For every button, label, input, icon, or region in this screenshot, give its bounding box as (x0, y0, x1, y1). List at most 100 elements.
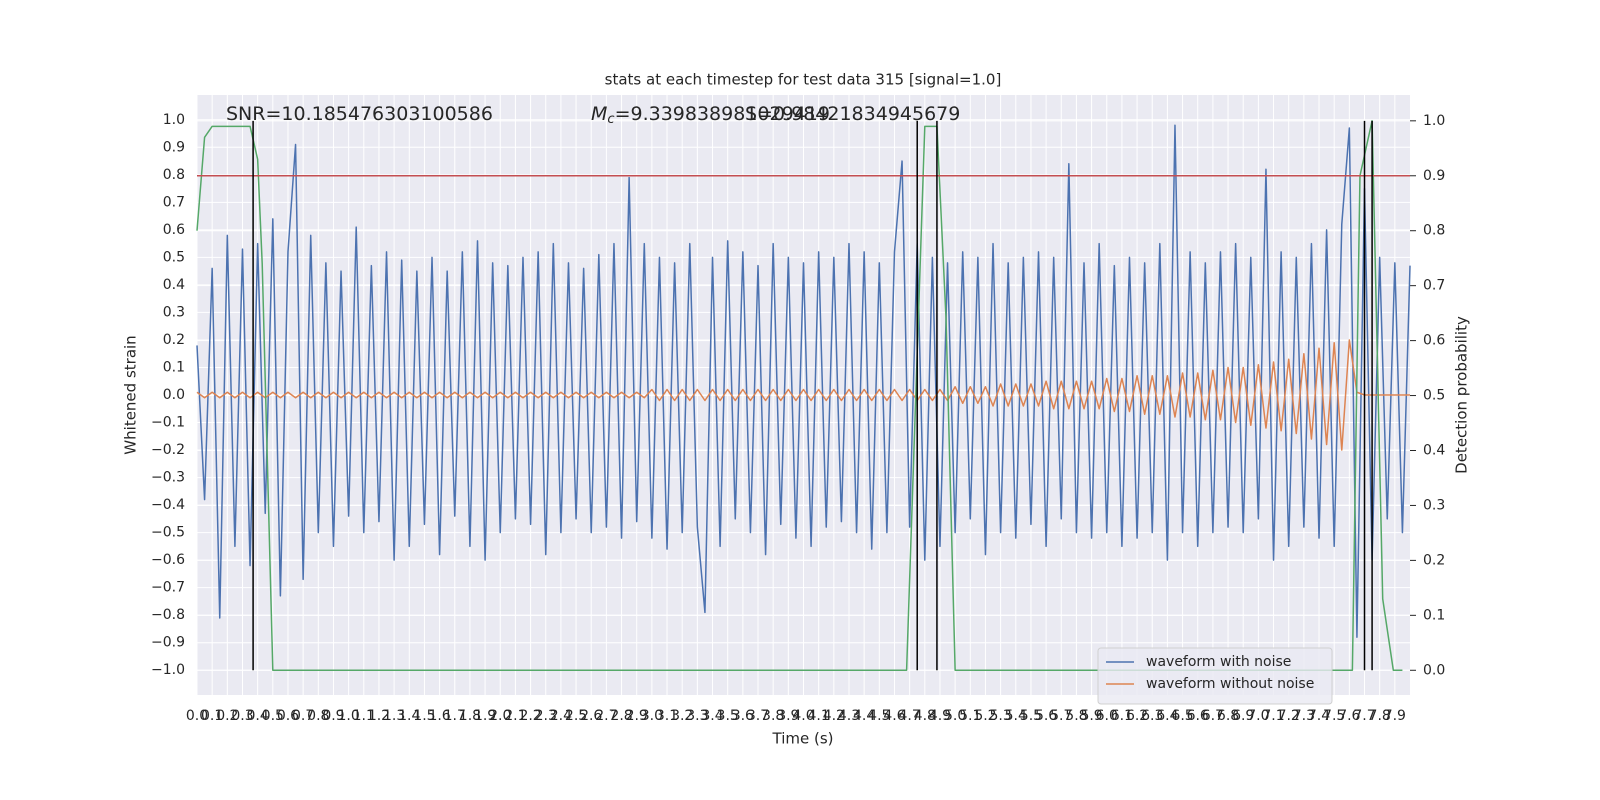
y-tick-label: 0.9 (163, 139, 185, 155)
x-tick-label: 2.9 (626, 708, 648, 724)
x-tick-label: 2.3 (535, 708, 557, 724)
series-line (196, 120, 1403, 672)
y2-tick-label: 1.0 (1423, 113, 1445, 129)
y-tick-label: 1.0 (163, 112, 185, 128)
x-tick-label: 3.3 (686, 708, 708, 724)
x-tick-label: 2.4 (550, 708, 572, 724)
y-tick-label: 0.8 (163, 167, 185, 183)
x-tick-label: 0.7 (292, 708, 314, 724)
annotation: SNR=10.185476303100586 (226, 103, 493, 125)
y-tick-label: 0.1 (163, 359, 185, 375)
x-tick-label: 5.2 (974, 708, 996, 724)
y2-tick-label: 0.4 (1423, 442, 1445, 458)
x-tick-label: 7.0 (1247, 708, 1269, 724)
x-tick-label: 0.9 (322, 708, 344, 724)
x-tick-label: 4.2 (823, 708, 845, 724)
x-tick-label: 6.5 (1171, 708, 1193, 724)
y-tick-label: 0.7 (163, 194, 185, 210)
x-tick-label: 6.8 (1217, 708, 1239, 724)
x-tick-label: 2.1 (504, 708, 526, 724)
x-tick-label: 0.2 (216, 708, 238, 724)
x-tick-label: 7.3 (1293, 708, 1315, 724)
x-tick-label: 3.9 (777, 708, 799, 724)
x-tick-label: 3.4 (701, 708, 723, 724)
x-tick-label: 7.6 (1338, 708, 1360, 724)
x-tick-label: 7.8 (1369, 708, 1391, 724)
x-tick-label: 1.7 (444, 708, 466, 724)
x-tick-label: 2.5 (565, 708, 587, 724)
y-axis-label: Whitened strain (122, 335, 140, 454)
x-tick-label: 0.5 (262, 708, 284, 724)
y-tick-label: 0.2 (163, 332, 185, 348)
y-tick-label: −0.3 (151, 470, 185, 486)
y2-tick-label: 0.6 (1423, 333, 1445, 349)
annotation: Mc=9.339838981029419 (591, 103, 830, 127)
chart-title: stats at each timestep for test data 315… (605, 71, 1002, 89)
x-tick-label: 2.6 (580, 708, 602, 724)
x-tick-label: 5.9 (1080, 708, 1102, 724)
annotation-text: S=0.98421834945679 (745, 103, 960, 125)
x-tick-label: 5.1 (959, 708, 981, 724)
series-line (196, 339, 1410, 451)
x-tick-label: 7.1 (1262, 708, 1284, 724)
annotation: S=0.98421834945679 (745, 103, 960, 125)
y-tick-label: −0.5 (151, 525, 185, 541)
x-tick-label: 0.4 (247, 708, 269, 724)
x-tick-label: 2.8 (610, 708, 632, 724)
x-tick-label: 6.6 (1187, 708, 1209, 724)
annotation-symbol: M (591, 103, 607, 125)
y-tick-label: 0.5 (163, 249, 185, 265)
x-tick-label: 6.1 (1111, 708, 1133, 724)
x-tick-label: 3.5 (717, 708, 739, 724)
x-tick-label: 6.7 (1202, 708, 1224, 724)
x-tick-label: 7.7 (1353, 708, 1375, 724)
x-tick-label: 5.6 (1035, 708, 1057, 724)
y2-axis-label: Detection probability (1453, 316, 1471, 474)
y2-tick-label: 0.9 (1423, 168, 1445, 184)
x-tick-label: 5.0 (944, 708, 966, 724)
x-tick-label: 3.7 (747, 708, 769, 724)
x-tick-label: 4.0 (792, 708, 814, 724)
x-tick-label: 1.3 (383, 708, 405, 724)
y-tick-label: 0.0 (163, 387, 185, 403)
x-tick-label: 5.5 (1020, 708, 1042, 724)
x-tick-label: 6.9 (1232, 708, 1254, 724)
y2-tick-label: 0.0 (1423, 662, 1445, 678)
x-tick-label: 2.0 (489, 708, 511, 724)
x-tick-label: 1.0 (337, 708, 359, 724)
x-tick-label: 0.6 (277, 708, 299, 724)
x-tick-label: 5.3 (989, 708, 1011, 724)
x-tick-label: 4.6 (883, 708, 905, 724)
y-tick-label: −0.4 (151, 497, 185, 513)
x-tick-label: 7.4 (1308, 708, 1330, 724)
y2-tick-label: 0.1 (1423, 607, 1445, 623)
x-tick-label: 1.8 (459, 708, 481, 724)
x-tick-label: 1.4 (398, 708, 420, 724)
x-tick-label: 1.5 (413, 708, 435, 724)
x-tick-label: 3.1 (656, 708, 678, 724)
x-tick-label: 0.1 (201, 708, 223, 724)
x-tick-label: 4.7 (899, 708, 921, 724)
annotation-text: SNR=10.185476303100586 (226, 103, 493, 125)
x-tick-label: 5.7 (1050, 708, 1072, 724)
y2-tick-label: 0.7 (1423, 278, 1445, 294)
y2-tick-label: 0.5 (1423, 388, 1445, 404)
x-tick-label: 4.5 (868, 708, 890, 724)
x-tick-label: 4.4 (853, 708, 875, 724)
x-tick-label: 6.0 (1096, 708, 1118, 724)
x-tick-label: 4.1 (808, 708, 830, 724)
x-tick-label: 6.4 (1156, 708, 1178, 724)
annotation-text: =9.339838981029419 (615, 103, 830, 125)
x-tick-label: 0.0 (186, 708, 208, 724)
y-tick-label: 0.4 (163, 277, 185, 293)
legend-label: waveform with noise (1146, 654, 1291, 670)
annotation-subscript: c (607, 112, 614, 127)
x-tick-label: 2.2 (519, 708, 541, 724)
y2-tick-label: 0.2 (1423, 552, 1445, 568)
y2-tick-label: 0.3 (1423, 497, 1445, 513)
y-tick-label: −0.8 (151, 607, 185, 623)
y-tick-label: −0.6 (151, 552, 185, 568)
y2-tick-label: 0.8 (1423, 223, 1445, 239)
